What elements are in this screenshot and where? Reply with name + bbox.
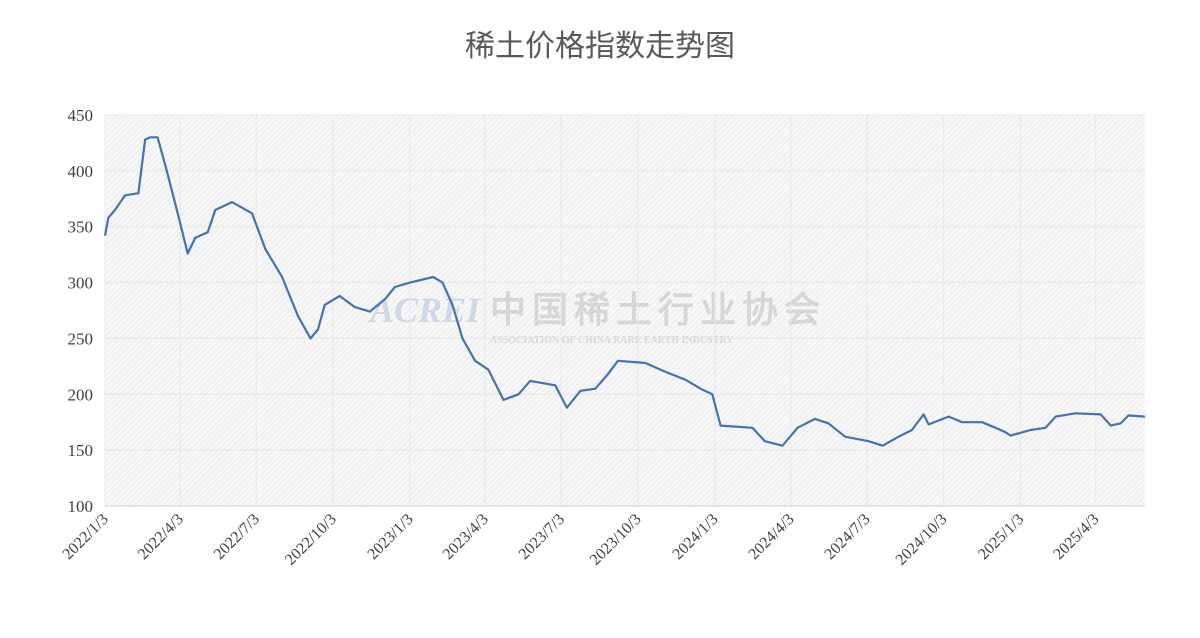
y-tick-label: 400 [68,162,94,181]
y-tick-label: 300 [68,274,94,293]
y-tick-label: 200 [68,385,94,404]
watermark-logo: ACREI [368,290,482,330]
x-tick-label: 2023/1/3 [364,511,416,563]
watermark: ACREI 中国稀土行业协会 ASSOCIATION OF CHINA RARE… [368,290,826,346]
y-tick-label: 150 [68,441,94,460]
y-tick-label: 450 [68,106,94,125]
x-tick-label: 2024/1/3 [669,511,721,563]
x-tick-label: 2022/4/3 [135,511,187,563]
x-tick-label: 2022/7/3 [211,511,263,563]
x-tick-label: 2023/7/3 [516,511,568,563]
x-tick-label: 2023/10/3 [587,511,645,569]
x-tick-label: 2025/1/3 [975,511,1027,563]
watermark-name-en: ASSOCIATION OF CHINA RARE EARTH INDUSTRY [490,335,734,346]
watermark-name: 中国稀土行业协会 [490,290,826,330]
x-tick-label: 2022/10/3 [282,511,340,569]
x-tick-label: 2025/4/3 [1050,511,1102,563]
y-tick-label: 350 [68,218,94,237]
y-tick-label: 100 [68,497,94,516]
x-tick-label: 2024/7/3 [821,511,873,563]
plot-area [105,115,1145,506]
data-line [103,136,1146,447]
x-tick-label: 2022/1/3 [60,511,112,563]
x-tick-label: 2023/4/3 [440,511,492,563]
x-tick-label: 2024/4/3 [745,511,797,563]
y-tick-label: 250 [68,329,94,348]
chart-title: 稀土价格指数走势图 [465,30,735,63]
x-tick-label: 2024/10/3 [893,511,951,569]
